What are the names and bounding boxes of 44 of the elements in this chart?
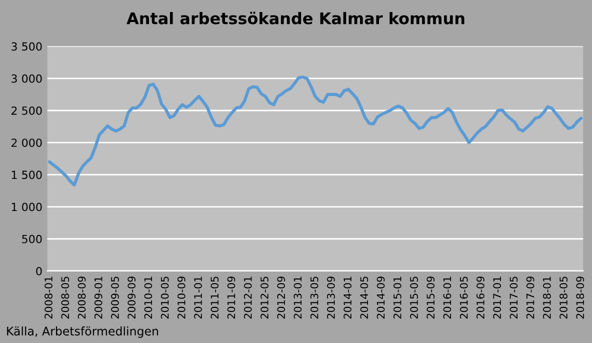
x-tick-label: 2016-05	[460, 276, 468, 319]
x-tick-label: 2013-01	[294, 276, 302, 319]
y-tick-label: 2 500	[12, 106, 42, 115]
x-tick-label: 2017-09	[526, 276, 534, 319]
x-tick-label: 2009-05	[111, 276, 119, 319]
y-tick-label: 1 000	[12, 202, 42, 212]
x-tick-label: 2015-09	[426, 276, 435, 319]
x-tick-label: 2017-05	[510, 276, 518, 319]
x-tick-label: 2018-05	[560, 276, 568, 319]
y-tick-label: 0	[36, 266, 42, 276]
line-series	[48, 76, 583, 186]
x-tick-label: 2015-05	[410, 276, 418, 319]
x-tick-label: 2016-01	[443, 276, 452, 319]
y-tick-label: 3 500	[12, 42, 42, 51]
x-tick-label: 2012-01	[244, 276, 252, 319]
chart-title: Antal arbetssökande Kalmar kommun	[126, 12, 464, 24]
x-tick-label: 2012-05	[260, 276, 268, 319]
x-tick-label: 2011-05	[210, 276, 219, 319]
y-tick-label: 500	[22, 234, 42, 244]
x-tick-label: 2017-01	[493, 276, 501, 319]
x-tick-label: 2008-05	[61, 276, 70, 319]
x-tick-label: 2014-05	[360, 276, 368, 319]
x-tick-label: 2016-09	[476, 276, 484, 319]
text: Källa, Arbetsförmedlingen	[7, 326, 158, 338]
x-tick-label: 2008-01	[44, 276, 52, 319]
x-tick-label: 2009-09	[128, 276, 136, 319]
x-tick-label: 2011-01	[194, 276, 202, 319]
x-tick-label: 2015-01	[393, 276, 402, 319]
y-tick-label: 1 500	[12, 170, 42, 180]
x-tick-label: 2009-01	[94, 276, 102, 319]
x-tick-label: 2010-09	[177, 276, 186, 319]
x-tick-label: 2018-09	[576, 276, 584, 319]
x-tick-label: 2008-09	[78, 276, 86, 319]
x-tick-label: 2013-05	[310, 276, 318, 319]
x-tick-label: 2014-09	[376, 276, 385, 319]
x-tick-label: 2014-01	[344, 276, 352, 319]
x-tick-label: 2012-09	[277, 276, 286, 319]
x-tick-label: 2010-01	[144, 276, 152, 319]
y-tick-label: 3 000	[12, 74, 42, 83]
x-tick-label: 2013-09	[326, 276, 335, 319]
x-tick-label: 2018-01	[542, 276, 551, 319]
y-tick-label: 2 000	[12, 138, 42, 147]
x-tick-label: 2010-05	[160, 276, 169, 319]
x-tick-label: 2011-09	[227, 276, 236, 319]
